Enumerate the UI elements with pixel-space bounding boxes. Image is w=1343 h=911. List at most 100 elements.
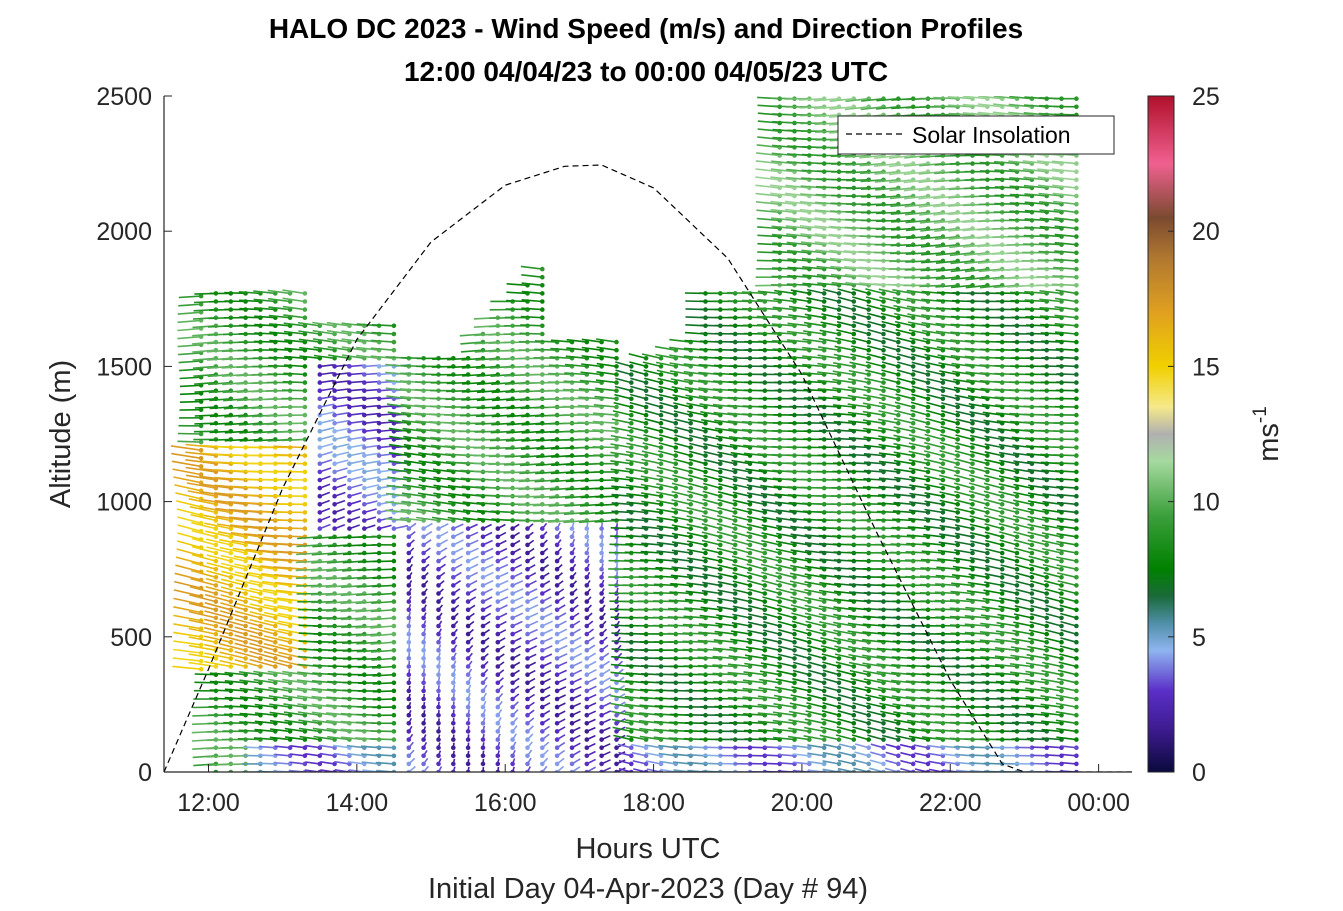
wind-barb-shaft: [388, 419, 409, 424]
wind-barb-dot: [525, 575, 530, 580]
wind-barb-dot: [673, 510, 679, 515]
wind-barb-dot: [673, 429, 679, 434]
wind-barb-dot: [421, 534, 426, 540]
wind-barb-dot: [391, 631, 397, 637]
wind-barb-dot: [391, 607, 397, 613]
wind-barb-shaft: [564, 503, 587, 507]
wind-barb-shaft: [386, 403, 409, 408]
wind-barb-dot: [198, 439, 204, 445]
wind-barb-shaft: [340, 600, 365, 605]
wind-barb-dot: [688, 404, 693, 410]
wind-barb-dot: [703, 453, 708, 458]
wind-barb-dot: [510, 753, 515, 759]
wind-barb-shaft: [349, 451, 366, 457]
wind-barb-dot: [198, 634, 204, 640]
wind-barb-shaft: [659, 760, 676, 765]
wind-barb-dot: [287, 648, 293, 653]
wind-barb-dot: [747, 623, 753, 629]
wind-barb-dot: [792, 672, 797, 677]
wind-barb-dot: [376, 502, 382, 507]
wind-barb-shaft: [631, 751, 647, 757]
wind-barb-dot: [554, 712, 560, 718]
wind-barb-dot: [376, 477, 382, 483]
wind-barb-shaft: [284, 736, 306, 741]
wind-barb-shaft: [239, 307, 261, 311]
wind-barb-shaft: [763, 746, 780, 749]
wind-barb-shaft: [349, 420, 365, 424]
wind-barb-shaft: [372, 576, 394, 580]
wind-barb-dot: [703, 477, 708, 483]
wind-barb-shaft: [267, 289, 291, 295]
wind-barb-dot: [718, 575, 723, 580]
wind-barb-dot: [317, 437, 323, 442]
wind-barb-shaft: [312, 321, 335, 327]
wind-barb-dot: [213, 542, 219, 548]
wind-barb-shaft: [389, 435, 409, 441]
wind-barb-dot: [554, 550, 560, 556]
wind-barb-dot: [421, 493, 426, 499]
wind-barb-dot: [421, 599, 426, 604]
wind-barb-dot: [480, 599, 486, 604]
wind-barb-dot: [362, 453, 367, 458]
wind-barb-dot: [554, 615, 560, 621]
wind-barb-shaft: [611, 485, 632, 489]
wind-barb-shaft: [625, 467, 647, 473]
wind-barb-dot: [718, 518, 723, 523]
wind-barb-shaft: [659, 401, 677, 408]
wind-barb-dot: [258, 566, 263, 572]
wind-barb-dot: [198, 415, 204, 421]
wind-barb-dot: [599, 688, 604, 694]
wind-barb-dot: [703, 558, 708, 564]
wind-barb-shaft: [334, 419, 350, 424]
wind-barb-dot: [347, 372, 352, 377]
wind-barb-dot: [658, 761, 664, 767]
wind-barb-shaft: [220, 594, 246, 603]
wind-barb-shaft: [519, 462, 543, 467]
wind-barb-dot: [510, 656, 515, 661]
wind-barb-dot: [554, 696, 560, 702]
wind-barb-shaft: [341, 330, 365, 335]
wind-barb-dot: [258, 607, 263, 613]
wind-barb-shaft: [447, 365, 469, 369]
wind-barb-dot: [258, 639, 263, 645]
wind-barb-dot: [421, 477, 426, 483]
wind-barb-dot: [821, 729, 827, 734]
wind-barb-dot: [658, 502, 664, 507]
wind-barb-shaft: [387, 411, 409, 416]
wind-barb-dot: [673, 364, 679, 369]
wind-barb-dot: [391, 591, 397, 596]
wind-barb-shaft: [192, 357, 216, 361]
wind-barb-dot: [658, 437, 664, 442]
wind-barb-shaft: [284, 727, 306, 733]
wind-barb-shaft: [643, 369, 662, 376]
wind-barb-dot: [347, 493, 352, 499]
wind-barb-dot: [317, 493, 323, 499]
wind-barb-dot: [391, 566, 397, 572]
wind-barb-dot: [777, 583, 782, 588]
wind-barb-shaft: [629, 361, 647, 368]
wind-barb-dot: [510, 615, 515, 621]
wind-barb-dot: [525, 729, 530, 734]
wind-barb-dot: [599, 599, 604, 604]
wind-barb-dot: [258, 664, 263, 669]
wind-barb-dot: [703, 526, 708, 531]
wind-barb-shaft: [189, 505, 217, 514]
wind-barb-dot: [243, 656, 248, 661]
wind-barb-dot: [540, 291, 545, 296]
wind-barb-dot: [198, 658, 204, 664]
wind-barb-dot: [317, 420, 323, 426]
wind-barb-dot: [198, 626, 204, 631]
wind-barb-dot: [584, 648, 590, 653]
wind-barb-dot: [436, 688, 441, 694]
wind-barb-dot: [273, 680, 278, 686]
wind-barb-shaft: [658, 442, 677, 449]
wind-barb-dot: [421, 761, 426, 767]
wind-barb-dot: [332, 526, 337, 531]
wind-barb-dot: [406, 599, 412, 604]
wind-barb-shaft: [239, 696, 261, 700]
wind-barb-dot: [703, 437, 708, 442]
wind-barb-dot: [347, 437, 352, 442]
wind-barb-shaft: [174, 580, 202, 589]
wind-barb-dot: [540, 542, 545, 548]
wind-barb-dot: [362, 412, 367, 418]
